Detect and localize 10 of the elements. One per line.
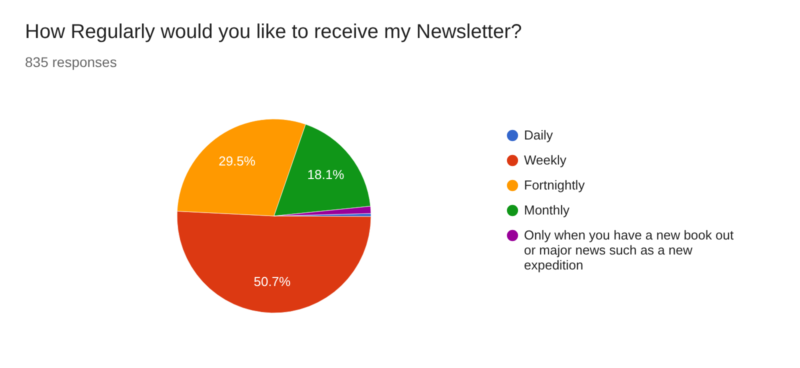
- legend-label: Only when you have a new book out or major news such as a new expedition: [524, 228, 734, 272]
- legend-label: Daily: [524, 128, 554, 142]
- data-label: 18.1%: [307, 167, 345, 182]
- data-label: 29.5%: [218, 153, 256, 168]
- data-label: 50.7%: [254, 274, 292, 289]
- chart-subtitle: 835 responses: [25, 54, 117, 70]
- legend-label: Fortnightly: [524, 178, 586, 192]
- legend-label: Weekly: [524, 152, 567, 168]
- legend-label: Monthly: [524, 202, 570, 218]
- chart-title: How Regularly would you like to receive my Newsletter?: [25, 21, 522, 43]
